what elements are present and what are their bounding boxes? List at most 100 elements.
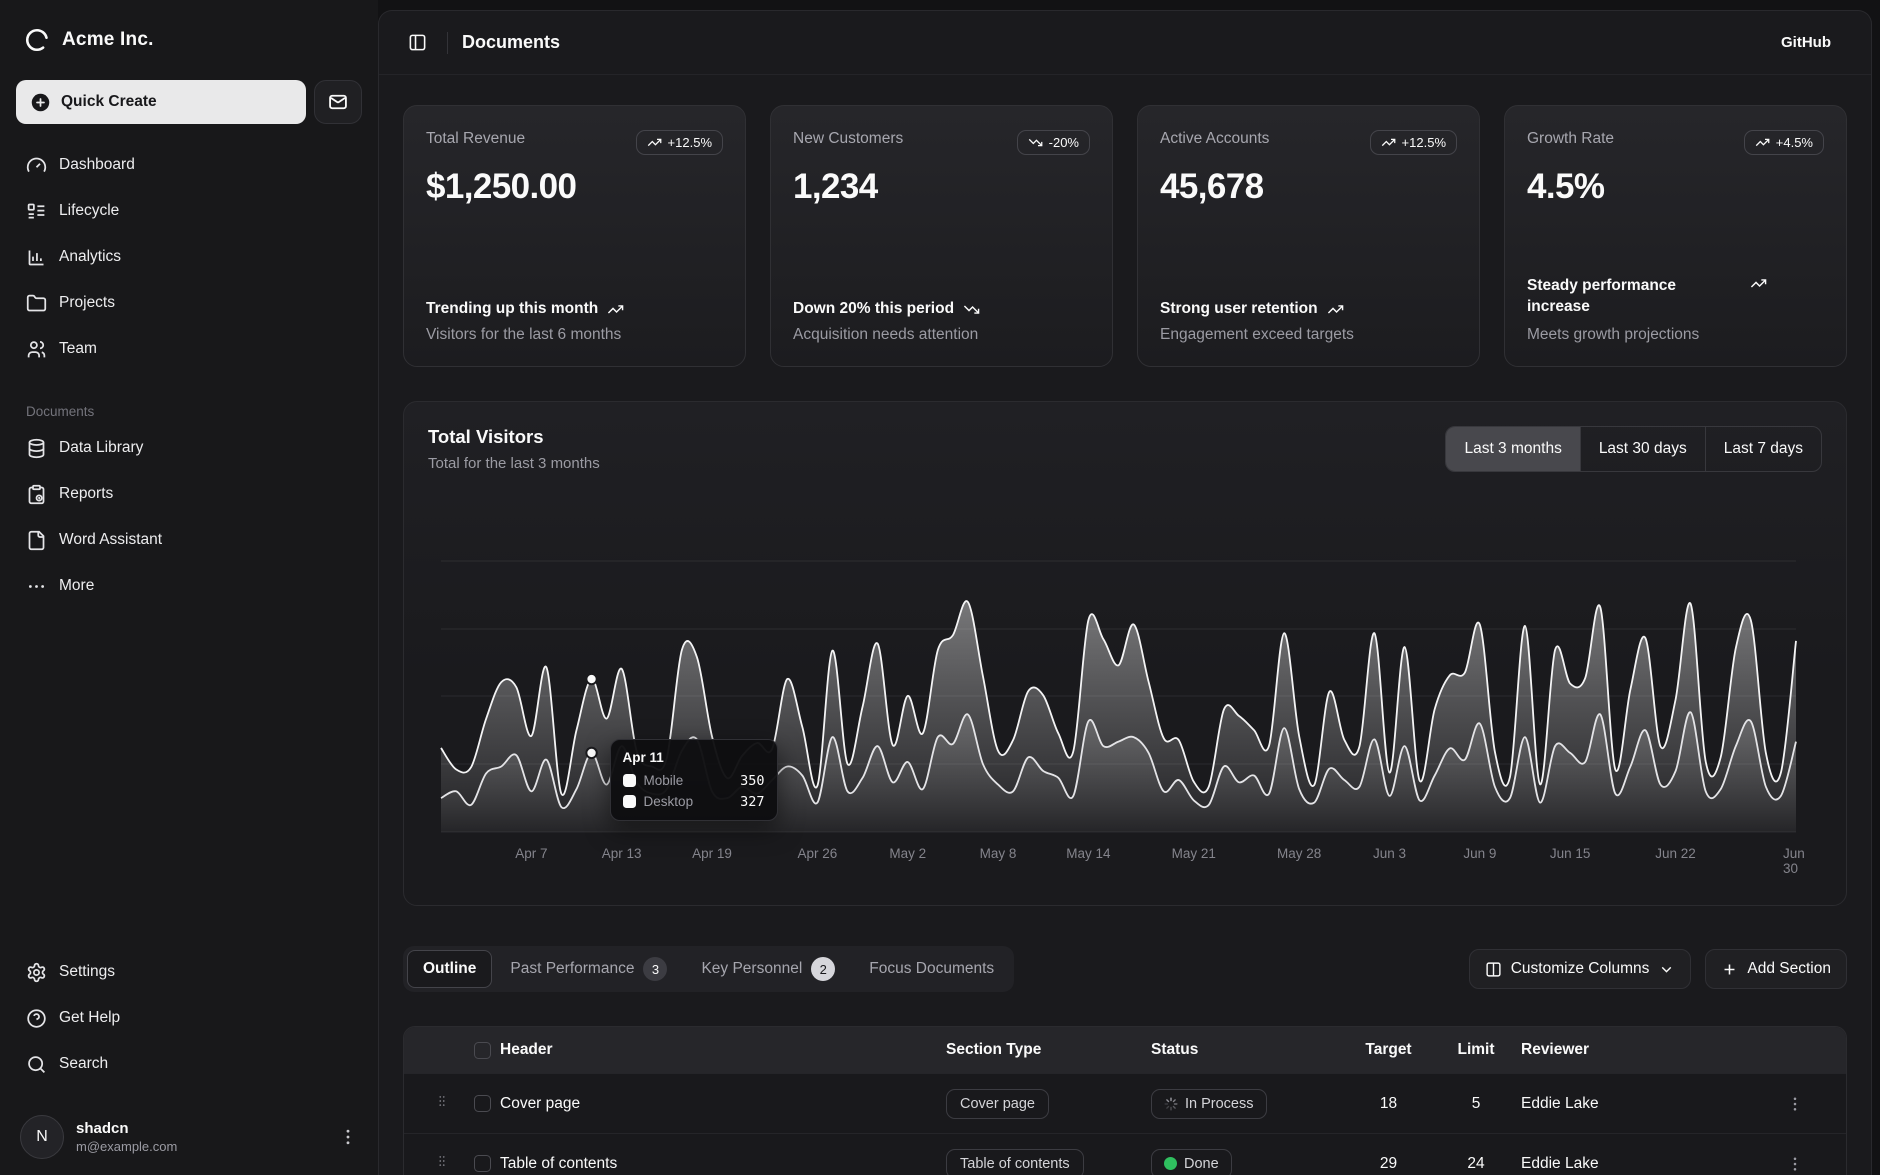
list-details-icon bbox=[26, 201, 47, 222]
sidebar-toggle-button[interactable] bbox=[401, 27, 433, 59]
trending-down-icon bbox=[963, 301, 980, 318]
sidebar-item-search[interactable]: Search bbox=[16, 1043, 362, 1085]
stat-card-active-accounts: Active Accounts +12.5% 45,678 Strong use… bbox=[1137, 105, 1480, 367]
customize-columns-button[interactable]: Customize Columns bbox=[1468, 949, 1692, 989]
ellipsis-icon bbox=[26, 576, 47, 597]
stat-card-total-revenue: Total Revenue +12.5% $1,250.00 Trending … bbox=[403, 105, 746, 367]
row-checkbox[interactable] bbox=[473, 1095, 491, 1112]
trend-badge: +4.5% bbox=[1743, 130, 1824, 155]
ellipsis-vertical-icon[interactable] bbox=[338, 1127, 358, 1147]
sidebar-item-get-help[interactable]: Get Help bbox=[16, 997, 362, 1039]
trending-up-icon bbox=[1381, 135, 1396, 150]
target-cell[interactable]: 18 bbox=[1379, 1094, 1398, 1112]
file-icon bbox=[26, 530, 47, 551]
sidebar-item-projects[interactable]: Projects bbox=[16, 282, 362, 324]
table-header-row: Header Section Type Status Target Limit … bbox=[404, 1027, 1846, 1073]
tab-list: Outline Past Performance 3 Key Personnel… bbox=[403, 946, 1015, 992]
trending-up-icon bbox=[1755, 135, 1770, 150]
trending-up-icon bbox=[647, 135, 662, 150]
sidebar-item-dashboard[interactable]: Dashboard bbox=[16, 144, 362, 186]
card-value: 4.5% bbox=[1527, 167, 1605, 206]
gauge-icon bbox=[26, 155, 47, 176]
reviewer-cell[interactable]: Eddie Lake bbox=[1521, 1094, 1599, 1112]
quick-create-button[interactable]: Quick Create bbox=[16, 80, 306, 124]
mail-icon bbox=[328, 92, 348, 112]
sidebar-item-lifecycle[interactable]: Lifecycle bbox=[16, 190, 362, 232]
trending-down-icon bbox=[1028, 135, 1043, 150]
series-swatch bbox=[622, 774, 636, 788]
card-value: $1,250.00 bbox=[426, 167, 577, 206]
card-title: Growth Rate bbox=[1527, 130, 1615, 147]
x-axis-tick: Apr 13 bbox=[601, 846, 642, 861]
chart-title: Total Visitors bbox=[428, 426, 544, 447]
users-icon bbox=[26, 339, 47, 360]
sidebar-item-more[interactable]: More bbox=[16, 565, 362, 607]
table-row[interactable]: Table of contents Table of contents Done… bbox=[404, 1133, 1846, 1175]
section-type-badge: Table of contents bbox=[946, 1148, 1084, 1175]
search-icon bbox=[26, 1054, 47, 1075]
range-last-30-days[interactable]: Last 30 days bbox=[1579, 427, 1705, 471]
range-last-3-months[interactable]: Last 3 months bbox=[1446, 427, 1580, 471]
drag-handle-icon[interactable] bbox=[435, 1094, 449, 1114]
user-menu[interactable]: N shadcn m@example.com bbox=[16, 1109, 362, 1161]
tab-focus-documents[interactable]: Focus Documents bbox=[869, 960, 995, 977]
tab-outline[interactable]: Outline bbox=[407, 950, 493, 988]
brand[interactable]: Acme Inc. bbox=[16, 18, 362, 58]
column-header: Limit bbox=[1457, 1041, 1495, 1058]
github-link[interactable]: GitHub bbox=[1781, 34, 1831, 51]
area-chart[interactable]: Apr 11 Mobile 350 Desktop 327 bbox=[428, 496, 1822, 836]
divider bbox=[447, 31, 448, 54]
trend-badge: +12.5% bbox=[1369, 130, 1457, 155]
sidebar-item-analytics[interactable]: Analytics bbox=[16, 236, 362, 278]
columns-icon bbox=[1485, 961, 1502, 978]
database-icon bbox=[26, 438, 47, 459]
reviewer-cell[interactable]: Eddie Lake bbox=[1521, 1154, 1599, 1172]
user-name: shadcn bbox=[76, 1120, 129, 1137]
column-header: Target bbox=[1365, 1041, 1412, 1058]
x-axis-tick: Jun 15 bbox=[1549, 846, 1591, 861]
help-circle-icon bbox=[26, 1008, 47, 1029]
tooltip-series-row: Desktop 327 bbox=[622, 794, 765, 810]
content: Total Revenue +12.5% $1,250.00 Trending … bbox=[379, 75, 1871, 1175]
sidebar-item-data-library[interactable]: Data Library bbox=[16, 427, 362, 469]
plus-circle-icon bbox=[30, 92, 51, 113]
row-actions-button[interactable] bbox=[1786, 1155, 1804, 1173]
x-axis-tick: May 28 bbox=[1277, 846, 1322, 861]
target-cell[interactable]: 29 bbox=[1379, 1154, 1398, 1172]
sidebar-item-word-assistant[interactable]: Word Assistant bbox=[16, 519, 362, 561]
x-axis-labels: Apr 7 Apr 13 Apr 19 Apr 26 May 2 May 8 May 14 M… bbox=[428, 842, 1822, 876]
column-header: Status bbox=[1151, 1041, 1199, 1058]
row-checkbox[interactable] bbox=[473, 1155, 491, 1172]
add-section-button[interactable]: Add Section bbox=[1705, 949, 1847, 989]
row-actions-button[interactable] bbox=[1786, 1095, 1804, 1113]
tab-key-personnel[interactable]: Key Personnel 2 bbox=[685, 950, 851, 988]
tooltip-date: Apr 11 bbox=[622, 749, 664, 765]
sidebar-item-settings[interactable]: Settings bbox=[16, 951, 362, 993]
x-axis-tick: Jun 30 bbox=[1783, 846, 1805, 876]
limit-cell[interactable]: 24 bbox=[1467, 1154, 1485, 1172]
table-row[interactable]: Cover page Cover page In Process 18 5 Ed… bbox=[404, 1073, 1846, 1133]
row-header-cell[interactable]: Table of contents bbox=[500, 1154, 618, 1172]
card-value: 45,678 bbox=[1160, 167, 1264, 206]
tab-past-performance[interactable]: Past Performance 3 bbox=[494, 950, 683, 988]
sidebar-item-team[interactable]: Team bbox=[16, 328, 362, 370]
column-header: Reviewer bbox=[1521, 1041, 1590, 1058]
card-title: Total Revenue bbox=[426, 130, 526, 147]
status-badge: In Process bbox=[1151, 1088, 1267, 1119]
bar-chart-icon bbox=[26, 247, 47, 268]
chart-subtitle: Total for the last 3 months bbox=[428, 455, 600, 472]
loader-icon bbox=[1164, 1096, 1178, 1111]
x-axis-tick: Jun 9 bbox=[1463, 846, 1497, 861]
card-value: 1,234 bbox=[793, 167, 878, 206]
drag-handle-icon[interactable] bbox=[435, 1154, 449, 1174]
select-all-checkbox[interactable] bbox=[473, 1041, 491, 1059]
limit-cell[interactable]: 5 bbox=[1471, 1094, 1481, 1112]
trend-badge: +12.5% bbox=[635, 130, 723, 155]
inbox-button[interactable] bbox=[314, 80, 362, 124]
range-last-7-days[interactable]: Last 7 days bbox=[1704, 427, 1821, 471]
sidebar-item-reports[interactable]: Reports bbox=[16, 473, 362, 515]
stat-cards: Total Revenue +12.5% $1,250.00 Trending … bbox=[403, 105, 1847, 367]
count-badge: 3 bbox=[643, 957, 668, 981]
row-header-cell[interactable]: Cover page bbox=[500, 1094, 581, 1112]
